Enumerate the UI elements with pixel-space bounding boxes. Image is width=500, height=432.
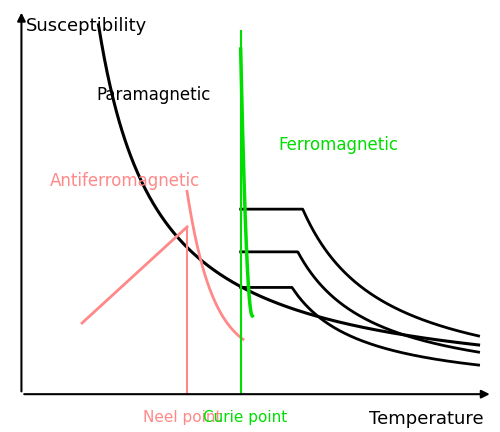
Text: Temperature: Temperature — [368, 410, 483, 428]
Text: Neel point: Neel point — [143, 410, 222, 425]
Text: Paramagnetic: Paramagnetic — [96, 86, 210, 104]
Text: Antiferromagnetic: Antiferromagnetic — [50, 172, 200, 190]
Text: Ferromagnetic: Ferromagnetic — [278, 136, 398, 154]
Text: Curie point: Curie point — [203, 410, 287, 425]
Text: Susceptibility: Susceptibility — [26, 17, 148, 35]
